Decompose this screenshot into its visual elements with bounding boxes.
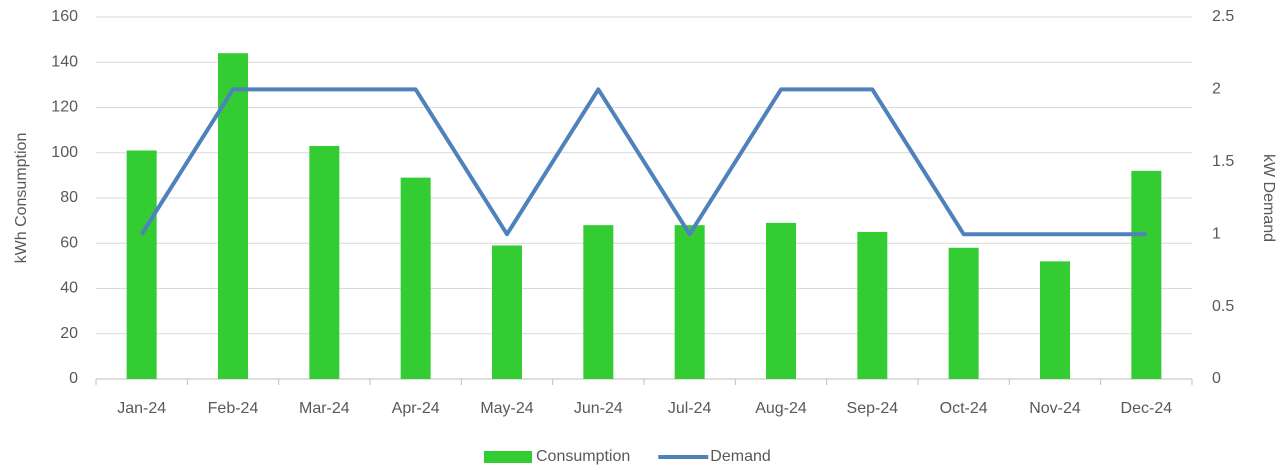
bar (492, 245, 522, 379)
y-tick-label: 80 (60, 189, 78, 206)
x-tick-label: Mar-24 (299, 400, 350, 417)
x-tick-label: Oct-24 (940, 400, 988, 417)
line (139, 87, 1147, 237)
bar (948, 247, 979, 379)
y2-tick-label: 1.5 (1212, 153, 1234, 170)
y-tick-label: 60 (60, 234, 78, 251)
x-tick-label: Aug-24 (755, 400, 807, 417)
x-tick-label: May-24 (480, 400, 533, 417)
bar (766, 222, 796, 379)
y2-tick-label: 2 (1212, 81, 1221, 98)
legend-swatch (484, 451, 532, 463)
y2-tick-label: 1 (1212, 225, 1221, 242)
y2-tick-label: 2.5 (1212, 8, 1234, 25)
bar (583, 225, 614, 379)
x-tick-label: Dec-24 (1121, 400, 1173, 417)
x-tick-label: Jul-24 (668, 400, 712, 417)
x-tick-label: Jan-24 (117, 400, 166, 417)
y-tick-label: 20 (60, 325, 78, 342)
bar (1131, 170, 1162, 379)
y-tick-label: 40 (60, 280, 78, 297)
legend-label: Consumption (536, 448, 630, 465)
bar (126, 150, 157, 379)
x-tick-label: Nov-24 (1029, 400, 1081, 417)
x-tick-label: Sep-24 (847, 400, 899, 417)
y2-tick-label: 0 (1212, 370, 1221, 387)
bar (1040, 261, 1070, 379)
y-tick-label: 100 (51, 144, 78, 161)
bar (400, 177, 431, 379)
y2-tick-label: 0.5 (1212, 298, 1234, 315)
x-tick-label: Feb-24 (208, 400, 259, 417)
y-axis-label: kWh Consumption (13, 133, 30, 264)
y-tick-label: 120 (51, 99, 78, 116)
legend-label: Demand (710, 448, 770, 465)
bar (309, 145, 340, 379)
y-tick-label: 0 (69, 370, 78, 387)
bar (218, 53, 248, 379)
x-tick-label: Jun-24 (574, 400, 623, 417)
x-tick-label: Apr-24 (392, 400, 440, 417)
bar (674, 225, 705, 379)
y-tick-label: 160 (51, 8, 78, 25)
y2-axis-label: kW Demand (1260, 154, 1277, 242)
bar (857, 231, 888, 379)
y-tick-label: 140 (51, 53, 78, 70)
